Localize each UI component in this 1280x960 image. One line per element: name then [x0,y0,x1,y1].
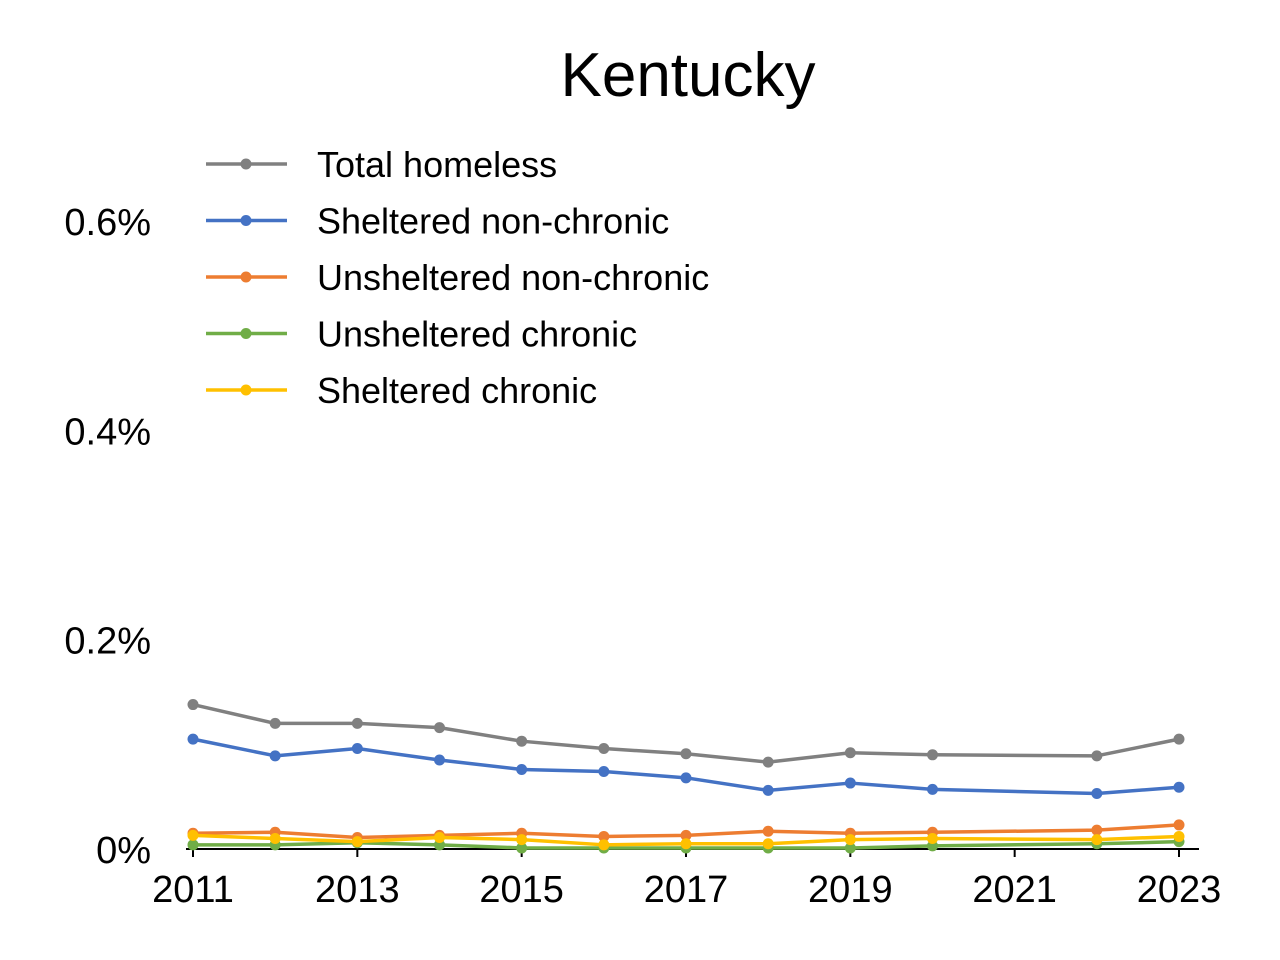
x-tick-label: 2011 [152,869,234,911]
data-point [1091,788,1103,800]
data-point [927,749,938,761]
plot-area [187,699,1185,854]
data-point [434,754,445,766]
legend-label: Sheltered chronic [317,370,597,411]
data-point [434,722,445,734]
series-line [191,839,1181,850]
legend-entry: Sheltered chronic [206,370,597,411]
x-tick-label: 2013 [315,869,400,911]
x-tick-label: 2019 [808,869,893,911]
data-point [598,830,610,842]
data-point [187,839,199,851]
data-point [762,825,774,837]
legend-entry: Total homeless [206,144,557,185]
y-tick-label: 0.4% [64,411,151,453]
data-point [844,842,856,854]
data-point [1091,834,1103,846]
data-point [1173,733,1185,745]
data-point [1091,750,1103,762]
data-point [1173,819,1185,831]
data-point [269,833,281,845]
legend-label: Unsheltered chronic [317,314,637,355]
data-point [927,833,938,845]
data-point [187,699,199,711]
legend-marker [240,158,252,170]
legend-marker [240,271,252,283]
series-line [191,833,1181,847]
data-point [434,831,445,843]
data-point [187,733,199,745]
x-tick-label: 2021 [972,869,1057,911]
legend-marker [240,215,252,226]
data-point [927,783,938,795]
legend-label: Total homeless [317,144,557,185]
y-tick-label: 0.2% [64,621,151,663]
data-point [844,834,856,846]
data-point [269,717,281,729]
data-point [351,717,363,729]
y-tick-label: 0.6% [64,202,151,244]
data-point [1173,830,1185,842]
legend-marker [240,328,252,339]
legend-label: Unsheltered non-chronic [317,257,709,298]
series-line [191,702,1181,764]
y-tick-label: 0% [96,830,151,872]
x-axis: 2011 2013 2015 2017 2019 2021 2023 [152,848,1222,911]
legend-label: Sheltered non-chronic [317,201,669,242]
data-point [1091,824,1103,836]
series-sheltered-non-chronic [187,733,1185,800]
data-point [762,784,774,796]
series-total-homeless [187,699,1185,768]
data-point [680,748,692,760]
data-point [598,839,610,851]
data-point [844,777,856,789]
data-point [680,838,692,850]
data-point [516,735,528,747]
data-point [598,766,610,778]
data-point [187,829,199,841]
x-tick-label: 2023 [1137,869,1222,911]
y-axis: 0% 0.2% 0.4% 0.6% [64,202,151,872]
x-tick-label: 2015 [479,869,564,911]
data-point [762,756,774,768]
series-line [191,823,1181,840]
x-tick-label: 2017 [644,869,729,911]
legend-entry: Sheltered non-chronic [206,201,669,242]
legend-entry: Unsheltered chronic [206,314,637,355]
data-point [680,772,692,784]
data-point [351,743,363,755]
data-point [351,836,363,848]
data-point [516,842,528,854]
legend: Total homeless Sheltered non-chronic Unshe… [206,144,709,411]
data-point [762,838,774,850]
data-point [269,750,281,762]
legend-entry: Unsheltered non-chronic [206,257,709,298]
data-point [598,743,610,755]
data-point [516,834,528,846]
series-sheltered-chronic [187,829,1185,851]
data-point [1173,781,1185,793]
legend-marker [240,384,252,396]
data-point [516,763,528,775]
chart-title: Kentucky [560,41,815,110]
series-line [191,737,1181,796]
data-point [844,747,856,759]
data-point [680,829,692,841]
